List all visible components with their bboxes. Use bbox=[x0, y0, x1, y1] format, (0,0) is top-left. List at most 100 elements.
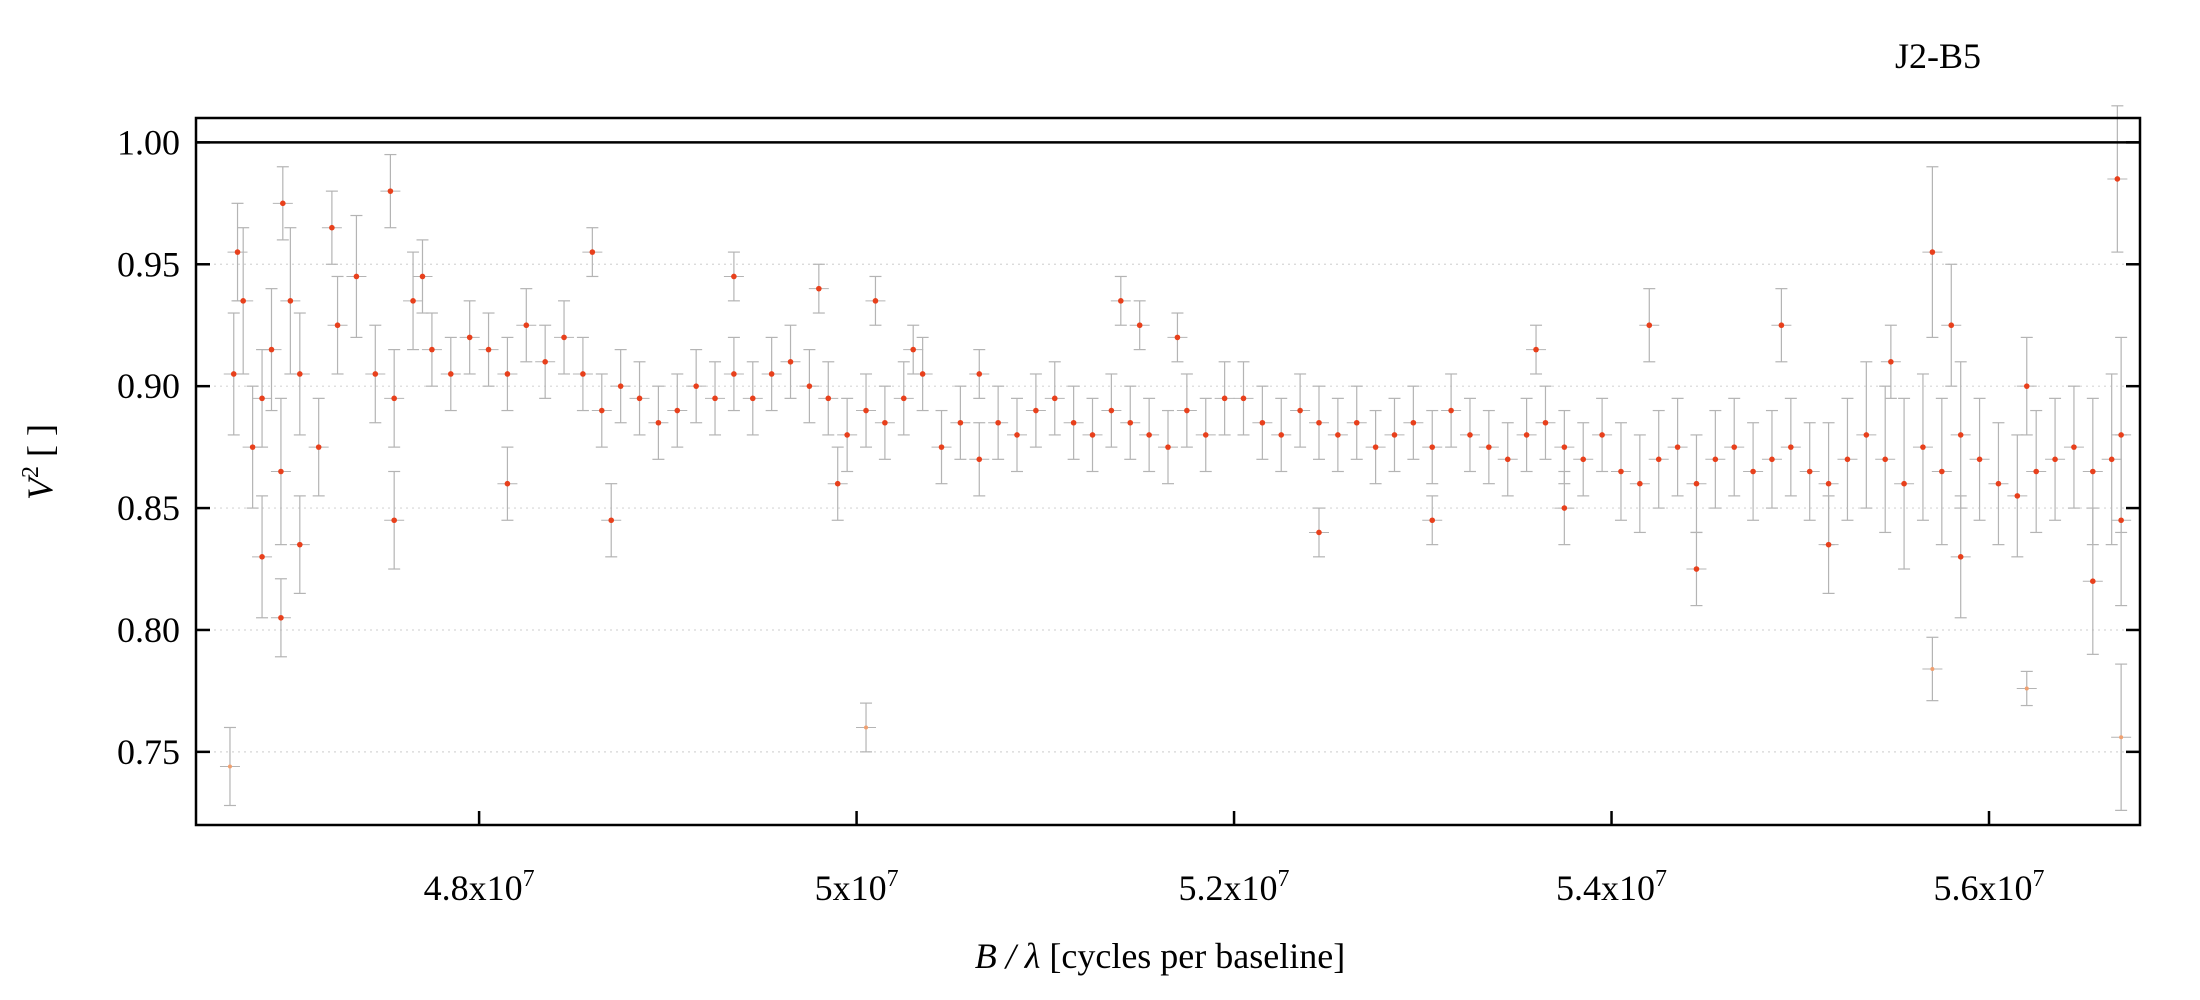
data-point bbox=[1674, 444, 1681, 450]
data-point bbox=[1486, 444, 1492, 450]
data-point bbox=[825, 395, 832, 402]
data-point bbox=[1165, 444, 1171, 450]
data-point bbox=[234, 249, 241, 255]
data-point bbox=[976, 456, 983, 463]
data-point bbox=[976, 371, 983, 377]
axis-ticks bbox=[196, 141, 2140, 825]
y-tick-label: 0.80 bbox=[117, 610, 180, 650]
data-point bbox=[2023, 383, 2030, 389]
data-point bbox=[598, 407, 605, 414]
data-points bbox=[227, 176, 2124, 769]
data-point bbox=[1844, 456, 1851, 463]
data-point bbox=[1637, 480, 1643, 487]
x-tick-label: 5.4x107 bbox=[1556, 866, 1667, 908]
data-point bbox=[863, 407, 869, 414]
data-point bbox=[882, 419, 888, 426]
data-point bbox=[1335, 432, 1341, 438]
data-point bbox=[1221, 395, 1228, 402]
data-point bbox=[2052, 456, 2058, 463]
data-point bbox=[1089, 432, 1096, 438]
data-point bbox=[1372, 444, 1379, 450]
data-point bbox=[995, 419, 1001, 426]
data-point bbox=[1448, 407, 1454, 414]
data-point bbox=[1429, 517, 1436, 524]
data-point bbox=[674, 407, 681, 414]
data-point bbox=[1523, 432, 1530, 438]
x-axis-rest: [cycles per baseline] bbox=[1040, 936, 1345, 976]
chart-title: J2-B5 bbox=[1895, 36, 1981, 76]
data-point bbox=[1957, 432, 1964, 438]
y-tick-label: 0.75 bbox=[117, 732, 180, 772]
data-point bbox=[1429, 444, 1436, 450]
data-point bbox=[1888, 358, 1894, 365]
y-axis-label: V2 [ ] bbox=[18, 424, 60, 500]
data-point bbox=[1769, 456, 1775, 463]
data-point bbox=[504, 371, 511, 377]
error-bars bbox=[219, 105, 2132, 811]
data-point bbox=[900, 395, 907, 402]
data-point bbox=[731, 273, 737, 280]
y-tick-labels: 0.75 0.80 0.85 0.90 0.95 1.00 bbox=[117, 122, 180, 771]
data-point bbox=[1788, 444, 1794, 450]
data-point bbox=[1533, 346, 1539, 353]
x-tick-label: 5.6x107 bbox=[1934, 866, 2045, 908]
data-point bbox=[1806, 468, 1813, 475]
data-point bbox=[1646, 322, 1653, 329]
data-point bbox=[1051, 395, 1058, 402]
data-point bbox=[466, 334, 473, 341]
data-point bbox=[315, 444, 322, 450]
data-point bbox=[297, 371, 303, 377]
data-point bbox=[1118, 298, 1124, 304]
data-point bbox=[1693, 480, 1700, 487]
data-point bbox=[1901, 480, 1907, 487]
data-point bbox=[268, 346, 275, 353]
data-point bbox=[280, 200, 286, 207]
data-point bbox=[1930, 666, 1935, 671]
data-point bbox=[1127, 419, 1134, 426]
data-point bbox=[1693, 566, 1700, 572]
y-axis-rest: [ ] bbox=[20, 424, 60, 466]
data-point bbox=[1316, 419, 1322, 426]
data-point bbox=[419, 273, 426, 280]
data-point bbox=[749, 395, 756, 402]
data-point bbox=[1259, 419, 1266, 426]
data-point bbox=[1297, 407, 1303, 414]
data-point bbox=[1976, 456, 1983, 463]
data-point bbox=[1882, 456, 1889, 463]
data-point bbox=[278, 614, 284, 621]
data-point bbox=[230, 371, 237, 377]
data-point bbox=[1920, 444, 1926, 450]
data-point bbox=[1825, 541, 1832, 548]
data-point bbox=[712, 395, 718, 402]
data-point bbox=[910, 346, 917, 353]
data-point bbox=[1391, 432, 1398, 438]
data-point bbox=[1108, 407, 1115, 414]
data-point bbox=[957, 419, 964, 426]
data-point bbox=[1278, 432, 1285, 438]
data-point bbox=[353, 273, 360, 280]
data-point bbox=[617, 383, 624, 389]
data-point bbox=[2014, 493, 2021, 499]
data-point bbox=[1825, 480, 1832, 487]
data-point bbox=[523, 322, 530, 329]
data-point bbox=[1410, 419, 1417, 426]
data-point bbox=[240, 298, 246, 304]
data-point bbox=[2119, 735, 2124, 740]
data-point bbox=[1948, 322, 1955, 329]
x-tick-labels: 4.8x107 5x107 5.2x107 5.4x107 5.6x107 bbox=[424, 866, 2045, 908]
data-point bbox=[334, 322, 341, 329]
data-point bbox=[1995, 480, 2002, 487]
data-point bbox=[787, 358, 794, 365]
grid-lines bbox=[196, 263, 2140, 753]
data-point bbox=[1542, 419, 1549, 426]
data-point bbox=[410, 298, 416, 304]
data-point bbox=[1655, 456, 1662, 463]
data-point bbox=[1939, 468, 1945, 475]
data-point bbox=[919, 371, 926, 377]
data-point bbox=[1033, 407, 1039, 414]
data-point bbox=[372, 371, 379, 377]
data-point bbox=[1014, 432, 1020, 438]
data-point bbox=[1750, 468, 1756, 475]
data-point bbox=[768, 371, 775, 377]
